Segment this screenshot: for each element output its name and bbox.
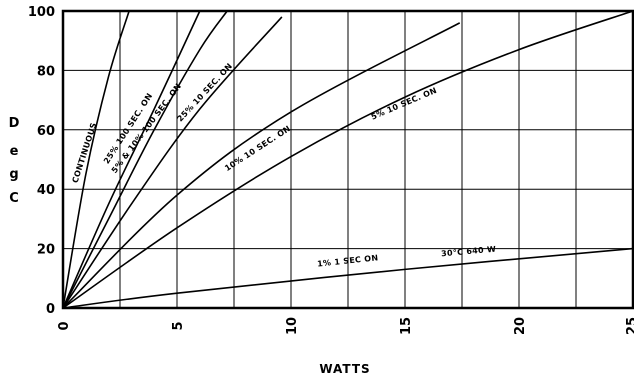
y-tick-label: 80 (37, 64, 55, 79)
x-tick-label: 0 (57, 321, 72, 330)
x-tick-label: 15 (399, 317, 414, 335)
series-line-4 (62, 16, 283, 309)
series-line-6 (62, 10, 634, 309)
plot-frame (61, 9, 634, 310)
series-line-5 (62, 22, 461, 309)
series-label-6: 5% 10 SEC. ON (370, 86, 439, 122)
x-axis-label: WATTS (319, 362, 370, 376)
curve-labels: CONTINUOUS 25% 100 SEC. ON5% & 10% 100 SE… (71, 61, 497, 268)
y-tick-label: 40 (37, 183, 55, 198)
x-tick-label: 5 (171, 321, 186, 330)
series-line-3 (62, 10, 228, 309)
x-tick-label: 25 (625, 317, 634, 335)
y-tick-label: 0 (46, 302, 55, 317)
grid (63, 11, 633, 308)
y-axis-label-char: D (9, 116, 20, 131)
x-tick-label: 20 (513, 317, 528, 335)
series-label-1: CONTINUOUS (71, 121, 99, 184)
y-tick-label: 60 (37, 124, 55, 139)
series-line-1 (62, 10, 130, 309)
y-axis-label-char: e (10, 144, 19, 159)
y-tick-label: 100 (28, 5, 55, 20)
annotation-label: 30°C 640 W (441, 245, 497, 259)
x-tick-label: 10 (285, 317, 300, 335)
tick-labels: 0 20 40 60 80 100 0 5 10 15 20 25 (28, 5, 634, 335)
series-line-2 (62, 10, 201, 309)
series-line-7 (62, 247, 634, 309)
y-tick-label: 20 (37, 243, 55, 258)
curves (62, 10, 634, 309)
y-axis-label-char: g (9, 167, 18, 182)
y-axis-label-char: C (9, 191, 19, 206)
